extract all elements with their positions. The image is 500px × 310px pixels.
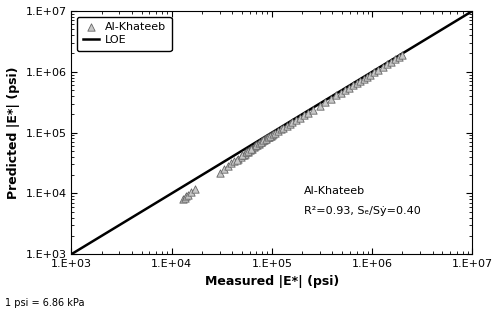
Al-Khateeb xyxy=(268,132,276,137)
Al-Khateeb xyxy=(370,70,378,75)
Text: 1 psi = 6.86 kPa: 1 psi = 6.86 kPa xyxy=(5,299,84,308)
Al-Khateeb xyxy=(304,110,312,115)
Al-Khateeb xyxy=(256,141,264,146)
Al-Khateeb xyxy=(383,62,391,67)
Al-Khateeb xyxy=(184,192,192,197)
Al-Khateeb xyxy=(262,136,270,141)
Al-Khateeb xyxy=(274,129,282,134)
Al-Khateeb xyxy=(327,96,335,101)
Al-Khateeb xyxy=(260,138,268,143)
Al-Khateeb xyxy=(251,144,259,148)
Al-Khateeb xyxy=(191,186,199,191)
Al-Khateeb xyxy=(266,133,274,138)
Al-Khateeb xyxy=(182,194,190,199)
Al-Khateeb xyxy=(240,152,248,157)
Al-Khateeb xyxy=(224,164,232,169)
Al-Khateeb xyxy=(264,135,272,140)
Al-Khateeb xyxy=(392,57,400,62)
Al-Khateeb xyxy=(241,151,249,156)
Al-Khateeb xyxy=(242,150,250,155)
Al-Khateeb xyxy=(296,115,304,120)
Al-Khateeb xyxy=(237,154,245,159)
Al-Khateeb xyxy=(374,67,382,72)
Al-Khateeb xyxy=(300,113,308,117)
Al-Khateeb xyxy=(179,197,187,202)
Al-Khateeb xyxy=(308,107,316,112)
Al-Khateeb xyxy=(244,148,252,153)
Al-Khateeb xyxy=(262,136,270,141)
Al-Khateeb xyxy=(288,119,296,124)
Al-Khateeb xyxy=(292,117,300,122)
Al-Khateeb xyxy=(227,161,235,166)
Y-axis label: Predicted |E*| (psi): Predicted |E*| (psi) xyxy=(7,66,20,199)
X-axis label: Measured |E*| (psi): Measured |E*| (psi) xyxy=(205,275,339,288)
Al-Khateeb xyxy=(264,135,272,140)
Al-Khateeb xyxy=(238,153,246,158)
Al-Khateeb xyxy=(258,139,266,144)
Al-Khateeb xyxy=(262,137,270,142)
Al-Khateeb xyxy=(266,134,274,139)
Al-Khateeb xyxy=(234,156,242,161)
Al-Khateeb xyxy=(395,54,403,59)
Al-Khateeb xyxy=(352,81,360,86)
Al-Khateeb xyxy=(257,140,265,144)
Al-Khateeb xyxy=(332,93,340,98)
Al-Khateeb xyxy=(379,64,387,69)
Al-Khateeb xyxy=(362,74,370,79)
Al-Khateeb xyxy=(244,149,252,154)
Text: Al-Khateeb: Al-Khateeb xyxy=(304,186,365,196)
Al-Khateeb xyxy=(181,195,189,200)
Al-Khateeb xyxy=(256,140,264,145)
Al-Khateeb xyxy=(280,125,287,130)
Al-Khateeb xyxy=(337,90,345,95)
Al-Khateeb xyxy=(246,148,254,153)
Al-Khateeb xyxy=(248,146,256,151)
Al-Khateeb xyxy=(247,146,255,151)
Al-Khateeb xyxy=(233,157,241,162)
Al-Khateeb xyxy=(316,103,324,108)
Al-Khateeb xyxy=(255,141,263,146)
Al-Khateeb xyxy=(286,121,294,126)
Al-Khateeb xyxy=(356,78,364,83)
Al-Khateeb xyxy=(342,87,349,92)
Al-Khateeb xyxy=(322,100,330,105)
Al-Khateeb xyxy=(346,85,354,90)
Al-Khateeb xyxy=(272,130,280,135)
Al-Khateeb xyxy=(269,132,277,137)
Al-Khateeb xyxy=(253,142,261,147)
Al-Khateeb xyxy=(216,170,224,175)
Al-Khateeb xyxy=(388,59,396,64)
Text: R²=0.93, Sₑ/Sẏ=0.40: R²=0.93, Sₑ/Sẏ=0.40 xyxy=(304,206,421,215)
Al-Khateeb xyxy=(187,190,195,195)
Al-Khateeb xyxy=(266,134,274,139)
Al-Khateeb xyxy=(276,127,284,132)
Al-Khateeb xyxy=(366,72,374,77)
Al-Khateeb xyxy=(282,123,290,128)
Legend: Al-Khateeb, LOE: Al-Khateeb, LOE xyxy=(77,16,172,51)
Al-Khateeb xyxy=(230,158,238,163)
Al-Khateeb xyxy=(252,143,260,148)
Al-Khateeb xyxy=(220,167,228,172)
Al-Khateeb xyxy=(349,83,357,88)
Al-Khateeb xyxy=(398,52,406,57)
Al-Khateeb xyxy=(360,76,368,81)
Al-Khateeb xyxy=(250,145,258,150)
Al-Khateeb xyxy=(260,138,268,143)
